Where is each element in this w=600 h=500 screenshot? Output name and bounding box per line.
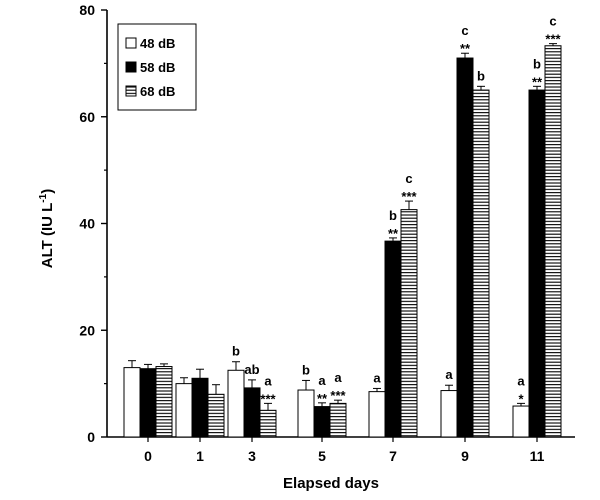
- bar-58db-day-1: [191, 377, 209, 438]
- group-letter: a: [264, 373, 272, 388]
- bar-58db-day-0: [139, 368, 157, 438]
- group-letter: b: [533, 56, 541, 71]
- bar-68db-day-9: [472, 89, 490, 438]
- bar-58db-day-11: [528, 89, 546, 438]
- significance-stars: **: [388, 226, 399, 241]
- x-tick-label: 5: [318, 448, 326, 464]
- legend-swatch-58db: [125, 61, 137, 73]
- group-letter: a: [334, 370, 342, 385]
- group-letter: c: [405, 171, 412, 186]
- x-tick-label: 7: [389, 448, 397, 464]
- significance-stars: **: [532, 74, 543, 89]
- bar-58db-day-5: [313, 406, 331, 438]
- group-letter: b: [389, 208, 397, 223]
- y-axis-title: ALT (IU L-1): [38, 189, 56, 268]
- group-letter: a: [318, 373, 326, 388]
- bar-48db-day-1: [175, 383, 193, 438]
- significance-stars: ***: [330, 388, 346, 403]
- bar-68db-day-3: [259, 409, 277, 438]
- bar-48db-day-3: [227, 369, 245, 438]
- x-tick-label: 0: [144, 448, 152, 464]
- significance-stars: ***: [401, 189, 417, 204]
- y-axis-title-main: ALT (IU L: [39, 203, 56, 269]
- bar-48db-day-5: [297, 389, 315, 438]
- legend-label: 68 dB: [140, 84, 175, 99]
- significance-stars: **: [317, 391, 328, 406]
- y-axis-title-superscript: -1: [38, 193, 49, 202]
- x-tick-label: 3: [248, 448, 256, 464]
- group-letter: b: [477, 68, 485, 83]
- y-axis-title-tail: ): [39, 189, 56, 194]
- y-tick-label: 40: [79, 216, 95, 232]
- bar-48db-day-11: [512, 405, 530, 438]
- y-tick-label: 20: [79, 322, 95, 338]
- significance-stars: ***: [260, 391, 276, 406]
- bar-68db-day-11: [544, 45, 562, 438]
- bar-68db-day-0: [155, 366, 173, 438]
- significance-stars: ***: [545, 32, 561, 47]
- legend-swatch-68db: [125, 85, 137, 97]
- group-letter: ab: [244, 362, 259, 377]
- bar-68db-day-5: [329, 402, 347, 438]
- y-tick-label: 0: [87, 429, 95, 445]
- bar-48db-day-9: [440, 390, 458, 438]
- group-letter: c: [461, 23, 468, 38]
- bar-68db-day-1: [207, 393, 225, 438]
- bar-68db-day-7: [400, 209, 418, 438]
- group-letter: c: [549, 14, 556, 29]
- bar-48db-day-7: [368, 391, 386, 438]
- bar-48db-day-0: [123, 367, 141, 438]
- group-letter: b: [302, 362, 310, 377]
- group-letter: a: [373, 370, 381, 385]
- x-tick-label: 11: [530, 448, 545, 464]
- legend-swatch-48db: [125, 37, 137, 49]
- y-tick-label: 60: [79, 109, 95, 125]
- group-letter: a: [517, 373, 525, 388]
- group-letter: b: [232, 344, 240, 359]
- group-letter: a: [445, 367, 453, 382]
- x-axis-title: Elapsed days: [283, 475, 379, 492]
- bar-58db-day-7: [384, 240, 402, 438]
- x-tick-label: 9: [461, 448, 469, 464]
- significance-stars: *: [518, 391, 524, 406]
- legend-label: 58 dB: [140, 60, 175, 75]
- bar-58db-day-9: [456, 57, 474, 438]
- x-tick-label: 1: [196, 448, 204, 464]
- bar-58db-day-3: [243, 387, 261, 438]
- y-tick-label: 80: [79, 2, 95, 18]
- legend-label: 48 dB: [140, 36, 175, 51]
- significance-stars: **: [460, 41, 471, 56]
